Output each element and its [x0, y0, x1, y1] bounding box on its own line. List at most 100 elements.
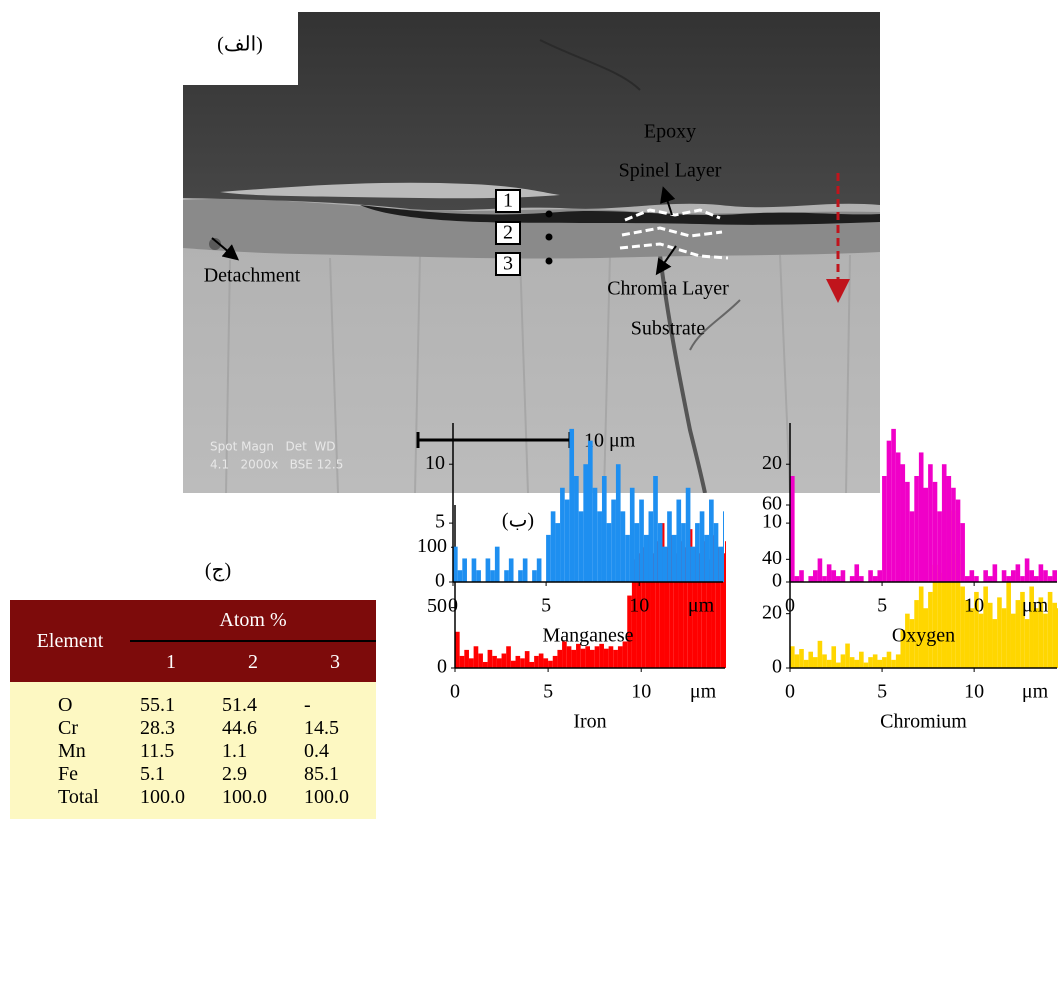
table-header: Atom % [130, 600, 376, 642]
bar [868, 657, 873, 668]
bar [667, 511, 672, 582]
bar [886, 651, 892, 668]
bar [611, 499, 616, 582]
x-tick-label: 10 [964, 681, 984, 703]
bar [615, 464, 621, 582]
bar [629, 487, 635, 582]
point-label: 1 [503, 190, 513, 212]
y-tick-label: 0 [437, 656, 447, 678]
bar [909, 619, 915, 668]
bar [1029, 586, 1034, 668]
x-tick-label: 0 [785, 595, 795, 617]
bar [594, 646, 600, 668]
bar [681, 523, 686, 582]
bar [918, 452, 924, 582]
bar [471, 558, 477, 582]
bar [872, 576, 878, 582]
bar [639, 499, 644, 582]
bar [487, 649, 493, 668]
bar [937, 511, 942, 582]
bar [473, 646, 479, 668]
bar [854, 659, 860, 668]
instrument-info: Spot Magn Det WD [210, 440, 336, 454]
bar [522, 558, 528, 582]
y-tick-label: 5 [435, 511, 445, 533]
table-row: O 55.1 51.4- [10, 682, 376, 717]
y-tick-label: 40 [762, 547, 782, 569]
table-header: Element [10, 600, 130, 682]
bar [720, 553, 725, 668]
bar [955, 553, 961, 668]
bar [1020, 576, 1025, 582]
bar [501, 653, 507, 668]
bar [566, 646, 572, 668]
bar [653, 476, 658, 582]
bar [492, 655, 497, 668]
bar [631, 559, 637, 668]
point-label: 2 [503, 222, 513, 244]
bar [1006, 576, 1011, 582]
bar [552, 655, 558, 668]
bar [599, 643, 604, 668]
bar [664, 547, 670, 668]
bar [597, 511, 602, 582]
bar [543, 658, 549, 668]
y-tick-label: 0 [772, 656, 782, 678]
bar [941, 545, 947, 668]
bar [648, 511, 654, 582]
bar [636, 553, 642, 668]
y-tick-label: 0 [435, 570, 445, 592]
bar [571, 649, 577, 668]
bar [1038, 564, 1044, 582]
bar [831, 570, 837, 582]
bar [905, 481, 910, 582]
bar [518, 570, 523, 582]
x-tick-label: 10 [964, 595, 984, 617]
bar [457, 570, 463, 582]
chart-title: Manganese [542, 625, 633, 647]
table-cell: 5.1 [130, 763, 212, 786]
bar [882, 657, 887, 668]
y-tick-label: 50 [427, 595, 447, 617]
bar [877, 659, 883, 668]
bar [546, 534, 551, 582]
bar [468, 658, 474, 668]
y-tick-label: 20 [762, 601, 782, 623]
bar [1010, 613, 1016, 668]
bar [859, 576, 864, 582]
bar [718, 546, 723, 582]
bar [494, 546, 500, 582]
x-unit: μm [1022, 681, 1049, 703]
bar [478, 653, 483, 668]
bar [1015, 600, 1021, 668]
bar [914, 476, 919, 582]
table-cell: 0.4 [294, 740, 376, 763]
bar [1001, 608, 1007, 668]
bar [978, 613, 984, 668]
bar [603, 648, 609, 668]
scale-bar-label: 10 μm [584, 430, 636, 452]
bar [891, 659, 896, 668]
bar [1052, 570, 1057, 582]
x-tick-label: 5 [541, 595, 551, 617]
bar [983, 586, 988, 668]
bar [506, 646, 511, 668]
point-label: 3 [503, 253, 513, 275]
bar [588, 440, 593, 582]
bar [620, 511, 626, 582]
bar [678, 541, 684, 668]
bar [790, 476, 795, 582]
table-header: 3 [294, 641, 376, 682]
bar [923, 487, 929, 582]
x-tick-label: 0 [450, 681, 460, 703]
bar [622, 641, 628, 668]
bar [683, 547, 688, 668]
table-cell: 100.0 [212, 786, 294, 819]
bar [453, 546, 458, 582]
table-cell: 28.3 [130, 717, 212, 740]
bar [895, 452, 901, 582]
bar [625, 534, 630, 582]
x-tick-label: 10 [629, 595, 649, 617]
bar [813, 657, 818, 668]
